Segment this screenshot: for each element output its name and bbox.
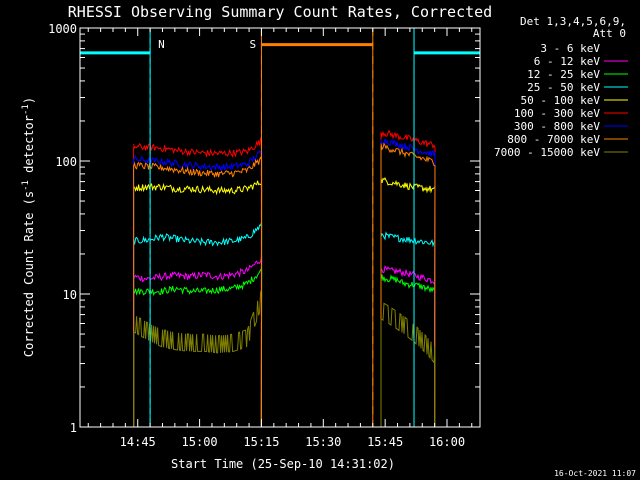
night-flag-label: N [158,38,165,51]
footer-timestamp: 16-Oct-2021 11:07 [554,469,636,478]
y-tick-label: 10 [63,288,77,302]
plot-frame [79,27,481,428]
series-curves [133,129,436,428]
legend-label-25-50-kev: 25 - 50 keV [527,81,600,94]
y-tick-label: 100 [55,155,77,169]
legend-label-50-100-kev: 50 - 100 keV [521,94,601,107]
chart-title: RHESSI Observing Summary Count Rates, Co… [68,3,492,21]
x-axis-label: Start Time (25-Sep-10 14:31:02) [171,457,395,471]
legend-label-6-12-kev: 6 - 12 keV [534,55,601,68]
y-axis-label: Corrected Count Rate (s-1 detector-1) [21,97,36,357]
x-tick-label: 15:15 [243,435,279,449]
x-tick-label: 15:00 [182,435,218,449]
x-tick-label: 16:00 [429,435,465,449]
series-7000-15000-kev [133,289,436,428]
axes: 14:45 15:00 15:15 15:30 15:45 16:00 1 10 100 1000 [48,22,480,449]
y-tick-label: 1000 [48,22,77,36]
series-curve-7000-15000-kev-seg1 [133,289,263,428]
saa-flag-label: S [249,38,256,51]
x-tick-label: 15:45 [367,435,403,449]
legend-label-3-6-kev: 3 - 6 keV [540,42,600,55]
x-tick-label: 14:45 [120,435,156,449]
x-tick-label: 15:30 [305,435,341,449]
legend-label-800-7000-kev: 800 - 7000 keV [507,133,600,146]
legend-label-300-800-kev: 300 - 800 keV [514,120,600,133]
legend-header-line-1: Det 1,3,4,5,6,9, [520,15,626,28]
legend-header-line-2: Att 0 [593,27,626,40]
legend-label-100-300-kev: 100 - 300 keV [514,107,600,120]
legend-label-12-25-kev: 12 - 25 keV [527,68,600,81]
y-tick-label: 1 [70,421,77,435]
legend-label-7000-15000-kev: 7000 - 15000 keV [494,146,600,159]
series-curve-7000-15000-kev-seg2 [380,302,436,428]
